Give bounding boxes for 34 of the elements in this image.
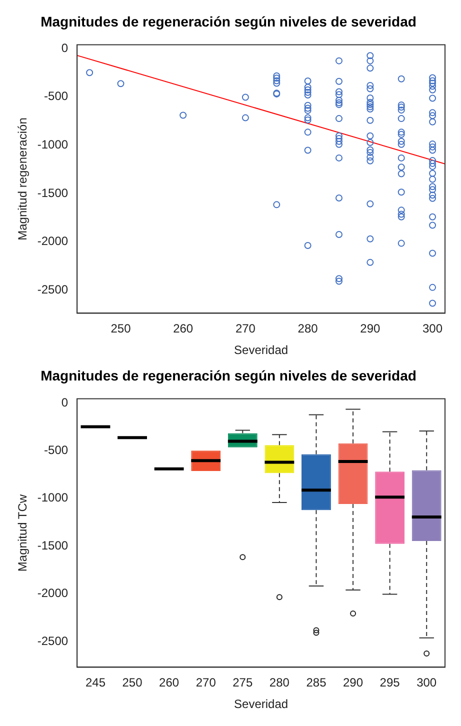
y-tick-label: -2000 <box>37 586 68 600</box>
x-tick-label: 280 <box>298 322 318 336</box>
x-tick-label: 250 <box>122 676 143 690</box>
y-tick-label: -2500 <box>37 634 68 648</box>
y-tick-label: -2500 <box>37 282 68 296</box>
x-axis-title: Severidad <box>234 343 288 358</box>
x-tick-label: 270 <box>196 676 216 690</box>
y-tick-label: -1000 <box>37 138 68 152</box>
x-tick-label: 280 <box>269 676 290 690</box>
x-tick-label: 275 <box>232 676 253 690</box>
x-tick-label: 300 <box>416 676 437 690</box>
x-tick-label: 290 <box>360 322 381 336</box>
x-tick-label: 245 <box>85 676 106 690</box>
y-tick-label: 0 <box>61 395 68 410</box>
x-tick-label: 260 <box>159 676 180 690</box>
chart-title: Magnitudes de regeneración según niveles de severidad <box>40 13 416 30</box>
y-axis-title: Magnitud TCw <box>16 494 30 572</box>
y-tick-label: -1500 <box>37 538 68 552</box>
y-tick-label: -1000 <box>37 490 68 505</box>
y-tick-label: 0 <box>61 40 68 55</box>
x-tick-label: 290 <box>343 676 364 690</box>
y-tick-label: -1500 <box>37 186 68 200</box>
chart-title: Magnitudes de regeneración según niveles de severidad <box>40 367 416 384</box>
x-tick-label: 270 <box>235 322 256 336</box>
y-tick-label: -2000 <box>37 234 68 248</box>
y-tick-label: -500 <box>44 443 68 458</box>
x-tick-label: 285 <box>306 676 327 690</box>
x-tick-label: 295 <box>380 676 400 690</box>
x-tick-label: 250 <box>110 322 132 336</box>
x-axis-title: Severidad <box>234 697 288 712</box>
x-tick-label: 300 <box>422 322 443 336</box>
y-tick-label: -500 <box>44 89 68 104</box>
x-tick-label: 260 <box>173 322 194 336</box>
y-axis-title: Magnitud regeneración <box>16 118 30 240</box>
